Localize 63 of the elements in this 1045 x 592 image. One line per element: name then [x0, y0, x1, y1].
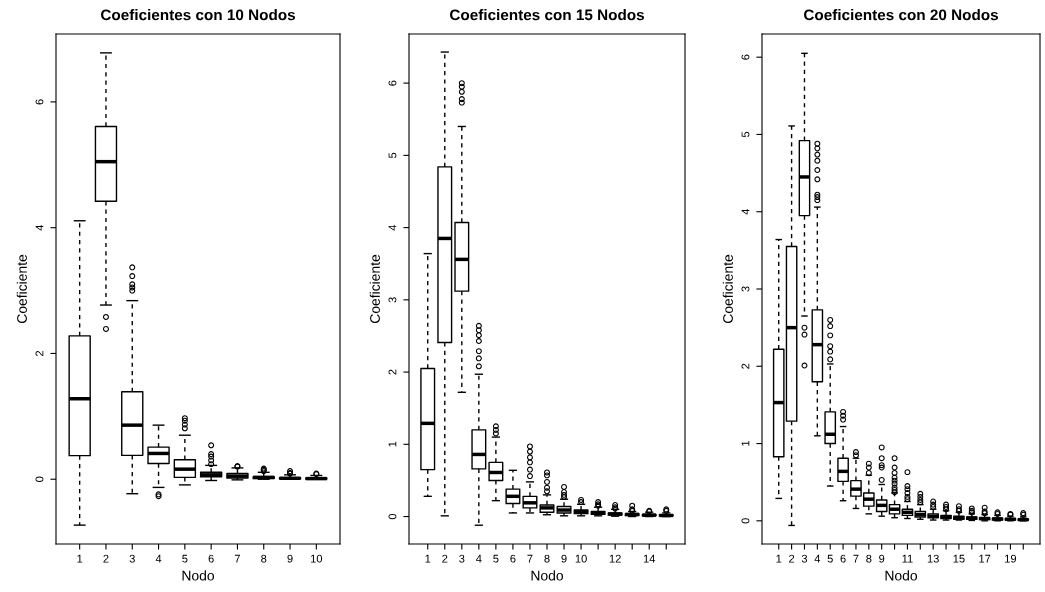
x-tick-label: 10	[311, 554, 323, 563]
x-tick-label: 4	[814, 554, 821, 563]
x-tick-label: 8	[866, 554, 872, 563]
x-tick-label: 1	[425, 554, 431, 563]
chart-title: Coeficientes con 20 Nodos	[804, 9, 999, 21]
chart-title: Coeficientes con 15 Nodos	[450, 9, 645, 21]
x-tick-label: 8	[261, 554, 267, 563]
y-tick-label: 4	[35, 224, 44, 231]
y-tick-label: 0	[741, 518, 750, 524]
y-axis-title: Coeficiente	[16, 254, 27, 324]
x-tick-label: 5	[493, 554, 499, 563]
x-tick-label: 4	[476, 554, 482, 563]
x-tick-label: 19	[1005, 554, 1017, 563]
x-tick-label: 7	[527, 554, 533, 563]
y-tick-label: 4	[388, 224, 397, 231]
y-axis-title: Coeficiente	[369, 254, 380, 324]
y-tick-label: 3	[741, 286, 750, 292]
x-tick-label: 4	[155, 554, 162, 563]
x-tick-label: 6	[510, 554, 516, 563]
x-tick-label: 13	[927, 554, 939, 563]
x-tick-label: 6	[208, 554, 214, 563]
x-tick-label: 7	[234, 554, 240, 563]
x-tick-label: 2	[103, 554, 109, 563]
y-axis-title: Coeficiente	[722, 254, 733, 324]
x-tick-label: 3	[459, 554, 465, 563]
x-tick-label: 12	[609, 554, 621, 563]
y-tick-label: 2	[741, 363, 750, 369]
x-tick-label: 14	[643, 554, 656, 563]
x-axis-title: Nodo	[531, 570, 564, 581]
y-tick-label: 2	[388, 369, 397, 375]
x-tick-label: 9	[879, 554, 885, 563]
y-tick-label: 1	[388, 441, 397, 447]
x-tick-label: 3	[801, 554, 808, 563]
y-tick-label: 6	[388, 80, 397, 86]
x-tick-label: 6	[840, 554, 846, 563]
y-tick-label: 0	[388, 513, 397, 520]
chart-title: Coeficientes con 10 Nodos	[101, 9, 296, 21]
x-tick-label: 10	[575, 554, 587, 563]
y-tick-label: 5	[741, 131, 750, 138]
y-tick-label: 0	[35, 476, 44, 482]
y-tick-label: 5	[388, 152, 397, 158]
x-tick-label: 7	[853, 554, 859, 563]
x-tick-label: 3	[129, 554, 135, 563]
x-tick-label: 9	[287, 554, 293, 563]
x-tick-label: 5	[182, 554, 188, 563]
x-axis-title: Nodo	[885, 570, 918, 581]
y-tick-label: 4	[741, 208, 750, 215]
x-tick-label: 8	[544, 554, 550, 563]
x-tick-label: 2	[789, 554, 795, 563]
x-tick-label: 1	[77, 554, 83, 563]
y-tick-label: 6	[741, 54, 750, 60]
x-tick-label: 15	[953, 554, 965, 563]
y-tick-label: 2	[35, 350, 44, 356]
y-tick-label: 6	[35, 99, 44, 105]
x-tick-label: 5	[827, 554, 833, 563]
x-tick-label: 9	[561, 554, 567, 563]
y-tick-label: 3	[388, 297, 397, 303]
x-tick-label: 11	[902, 554, 913, 563]
x-tick-label: 2	[442, 554, 448, 563]
x-tick-label: 17	[979, 554, 991, 563]
x-axis-title: Nodo	[182, 570, 215, 581]
x-tick-label: 1	[776, 554, 782, 563]
y-tick-label: 1	[741, 441, 750, 446]
